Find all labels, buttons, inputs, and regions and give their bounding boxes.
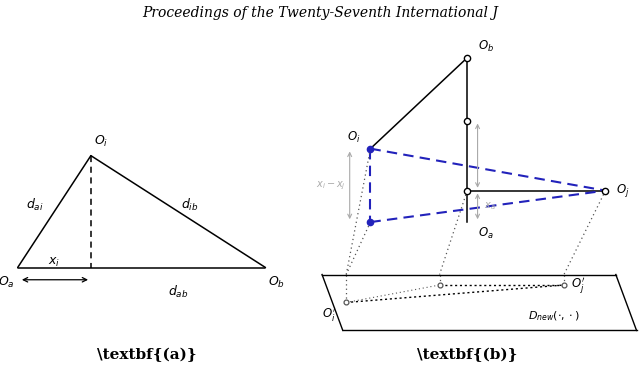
Text: $O_b$: $O_b$ [268, 274, 285, 290]
Text: $d_{ib}$: $d_{ib}$ [180, 196, 198, 213]
Text: $x_i - x_j$: $x_i - x_j$ [316, 179, 346, 192]
Text: $x_i$: $x_i$ [48, 256, 60, 269]
Text: $O_j'$: $O_j'$ [571, 275, 585, 295]
Text: $d_{ai}$: $d_{ai}$ [26, 196, 44, 213]
Text: $O_a$: $O_a$ [0, 274, 15, 290]
Text: \textbf{(a)}: \textbf{(a)} [97, 348, 197, 362]
Text: Proceedings of the Twenty-Seventh International J: Proceedings of the Twenty-Seventh Intern… [142, 6, 498, 20]
Text: $d_{ab}$: $d_{ab}$ [168, 284, 188, 300]
Text: $O_i$: $O_i$ [93, 133, 108, 149]
Text: $O_i$: $O_i$ [347, 130, 360, 145]
Text: \textbf{(b)}: \textbf{(b)} [417, 348, 518, 362]
Text: $O_b$: $O_b$ [477, 39, 493, 54]
Text: $D_{new}(\cdot,\cdot)$: $D_{new}(\cdot,\cdot)$ [527, 310, 580, 323]
Text: $O_a$: $O_a$ [477, 226, 493, 241]
Text: $O_j$: $O_j$ [616, 182, 629, 199]
Text: $x_a$: $x_a$ [484, 200, 496, 212]
Text: $O_i'$: $O_i'$ [322, 306, 336, 324]
